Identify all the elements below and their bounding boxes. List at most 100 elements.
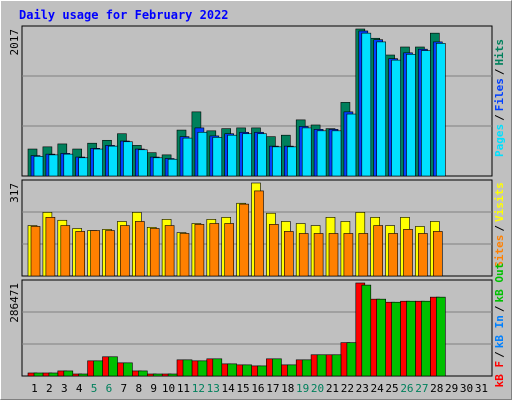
legend: kB F / kB In / kB Out [493, 263, 506, 388]
legend-separator: / [493, 114, 506, 121]
bar [48, 372, 59, 377]
x-tick-label: 26 [400, 382, 413, 395]
x-tick-label: 17 [266, 382, 279, 395]
x-tick-label: 19 [296, 382, 309, 395]
bar [328, 233, 339, 277]
legend-separator: / [493, 351, 506, 358]
bar [93, 148, 103, 177]
x-tick-label: 9 [150, 382, 157, 395]
legend-entry: Pages [493, 124, 506, 157]
x-tick-label: 30 [460, 382, 473, 395]
bar [421, 300, 431, 377]
bar [272, 358, 282, 377]
x-tick-label: 24 [371, 382, 385, 395]
bar [283, 231, 294, 277]
bar [331, 130, 342, 177]
bar [313, 233, 324, 277]
bar [361, 284, 372, 377]
x-tick-label: 5 [91, 382, 98, 395]
bar [406, 300, 416, 377]
bar [123, 362, 133, 377]
y-max-label: 2017 [8, 29, 21, 56]
bar [108, 356, 118, 377]
bar [197, 131, 208, 177]
x-tick-label: 6 [106, 382, 113, 395]
bar [149, 228, 160, 277]
x-tick-label: 2 [46, 382, 53, 395]
bar [138, 370, 148, 377]
bar [254, 190, 264, 277]
bar [435, 43, 446, 177]
bar [316, 130, 327, 177]
bar [135, 221, 145, 277]
x-tick-label: 11 [177, 382, 190, 395]
bar [286, 146, 297, 177]
bar [301, 359, 312, 377]
bar [108, 145, 118, 177]
legend: Pages / Files / Hits [493, 39, 506, 157]
x-tick-label: 25 [385, 382, 398, 395]
bar [93, 360, 103, 377]
bar [373, 225, 384, 277]
bar [388, 233, 398, 277]
x-tick-label: 18 [281, 382, 294, 395]
bar [167, 373, 178, 377]
x-tick-label: 27 [415, 382, 428, 395]
y-max-label: 317 [8, 183, 21, 203]
x-tick-label: 15 [236, 382, 249, 395]
y-max-label: 286471 [8, 283, 21, 323]
bar [358, 233, 369, 277]
bar [120, 225, 130, 277]
x-tick-label: 29 [445, 382, 458, 395]
bar [269, 224, 279, 277]
bar [45, 217, 56, 277]
x-tick-label: 3 [61, 382, 68, 395]
bar [30, 226, 41, 277]
x-tick-label: 16 [251, 382, 264, 395]
bar [361, 32, 372, 177]
bar [435, 296, 446, 377]
bar [48, 154, 59, 177]
legend-entry: kB In [493, 315, 506, 348]
bar [257, 133, 267, 177]
x-tick-label: 1 [31, 382, 38, 395]
bar [301, 127, 312, 177]
bar [33, 156, 44, 177]
bar [286, 364, 297, 377]
bar [432, 231, 443, 277]
bar [182, 137, 193, 177]
bar [209, 223, 220, 277]
bar [197, 360, 208, 377]
x-tick-label: 21 [326, 382, 339, 395]
x-tick-label: 31 [475, 382, 488, 395]
bar [418, 233, 428, 277]
bar [179, 233, 190, 277]
chart-title: Daily usage for February 2022 [19, 8, 229, 22]
bar [194, 224, 205, 277]
bar [391, 301, 401, 377]
bar [298, 233, 309, 277]
legend-separator: / [493, 305, 506, 312]
legend-entry: Files [493, 78, 506, 111]
bar [403, 229, 413, 277]
bar [257, 365, 267, 377]
legend-entry: kB F [493, 361, 506, 388]
x-tick-label: 20 [311, 382, 324, 395]
bar [316, 354, 327, 377]
bar [182, 359, 193, 377]
legend: Sites / Visits [493, 182, 506, 268]
bar [152, 157, 163, 177]
x-tick-label: 4 [76, 382, 83, 395]
bar [164, 225, 175, 277]
bar [212, 358, 223, 377]
x-tick-label: 10 [162, 382, 175, 395]
bar [346, 113, 357, 177]
x-tick-label: 14 [222, 382, 236, 395]
bar [63, 370, 74, 377]
bar [152, 373, 163, 377]
bar [138, 149, 148, 177]
bar [406, 53, 416, 177]
bar [78, 157, 88, 177]
bar [272, 146, 282, 177]
